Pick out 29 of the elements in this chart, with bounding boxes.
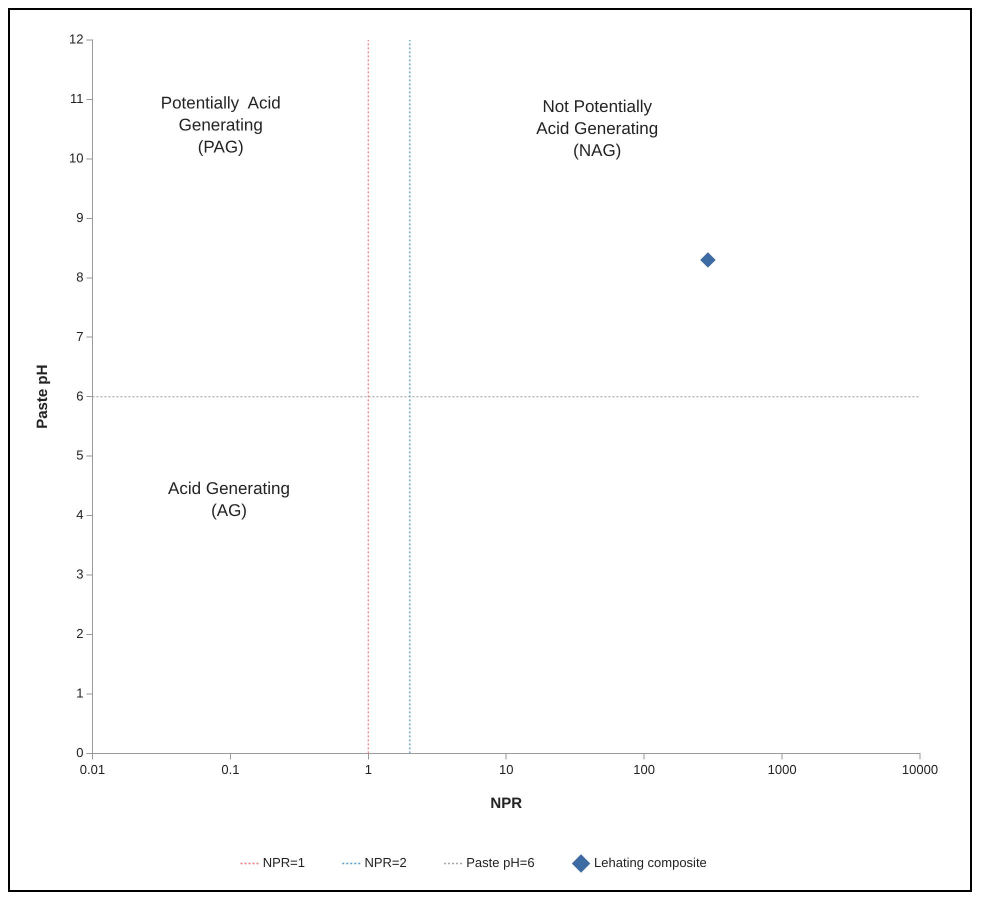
x-tick-label: 1 (364, 762, 372, 777)
x-tick-label: 10000 (902, 762, 938, 777)
annotation: Potentially Acid Generating (PAG) (160, 93, 281, 156)
y-axis-title: Paste pH (34, 364, 52, 429)
y-tick-label: 9 (76, 210, 84, 225)
y-tick-label: 11 (70, 91, 84, 106)
y-tick-label: 10 (68, 150, 84, 166)
x-tick-label: 0.1 (221, 762, 240, 777)
x-tick-label: 1000 (768, 762, 797, 777)
x-tick-label: 100 (633, 762, 656, 777)
y-tick-label: 0 (76, 744, 84, 760)
x-tick-label: 0.01 (80, 762, 106, 777)
y-tick-label: 1 (76, 686, 84, 701)
legend-label: NPR=1 (262, 855, 305, 870)
y-tick-label: 5 (76, 448, 84, 463)
y-tick-label: 8 (76, 269, 84, 284)
y-tick-label: 7 (76, 328, 84, 344)
annotation: Acid Generating (AG) (168, 478, 290, 520)
legend-label: NPR=2 (364, 855, 407, 870)
x-axis-title: NPR (490, 795, 522, 812)
y-tick-label: 3 (76, 566, 84, 582)
y-tick-label: 2 (76, 626, 84, 642)
y-tick-label: 12 (68, 32, 84, 47)
annotation: Not Potentially Acid Generating (NAG) (536, 96, 658, 160)
x-tick-label: 10 (498, 762, 514, 777)
legend-label: Paste pH=6 (466, 855, 535, 870)
y-tick-label: 6 (76, 388, 84, 404)
legend-label: Lehating composite (594, 855, 707, 870)
y-tick-label: 4 (76, 507, 84, 522)
